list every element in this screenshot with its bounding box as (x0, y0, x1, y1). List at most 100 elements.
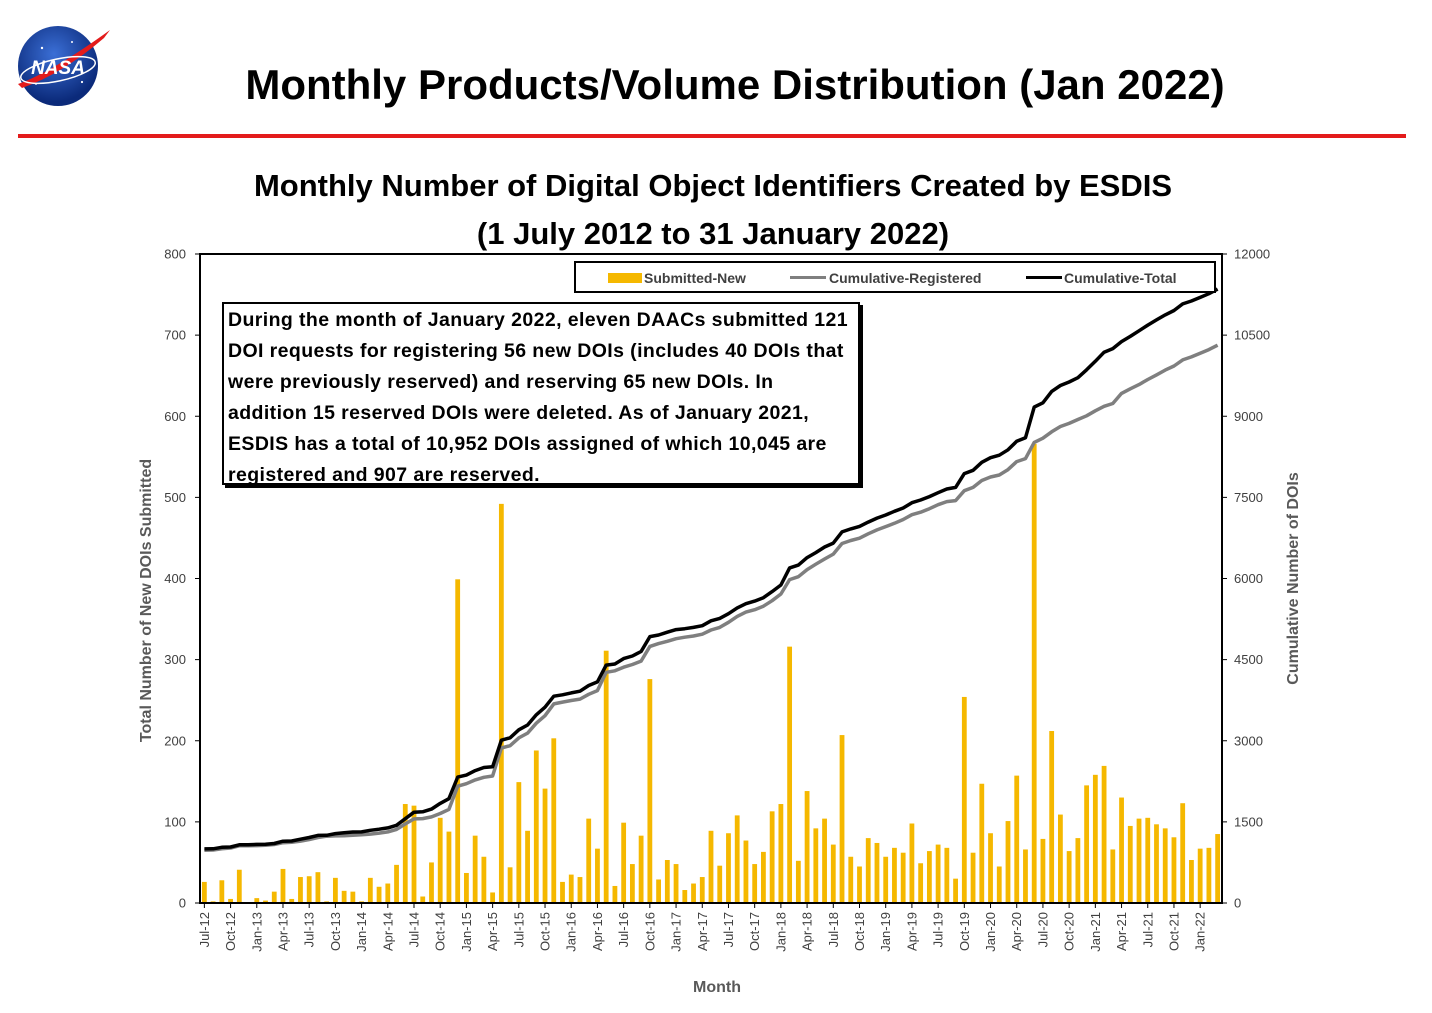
bar-submitted-new (402, 804, 408, 903)
x-tick-label: Apr-14 (380, 912, 395, 951)
bar-submitted-new (621, 822, 627, 903)
bar-submitted-new (926, 851, 932, 903)
bar-submitted-new (629, 864, 635, 903)
bar-submitted-new (586, 818, 592, 903)
y2-tick-label: 1500 (1234, 814, 1263, 829)
y-tick-label: 600 (164, 409, 186, 424)
bar-submitted-new (970, 852, 976, 903)
bar-submitted-new (734, 815, 740, 903)
cumulative-registered-line (204, 343, 1219, 852)
bar-submitted-new (1119, 797, 1124, 903)
y2-axis-label: Cumulative Number of DOIs (1285, 472, 1302, 685)
legend-swatch-submitted (608, 273, 642, 283)
bar-submitted-new (979, 783, 985, 903)
y-tick-label: 0 (179, 896, 186, 911)
nasa-logo: NASA (18, 26, 110, 106)
x-tick-label: Jan-14 (354, 912, 369, 952)
x-tick-label: Jul-18 (826, 912, 841, 947)
bar-submitted-new (691, 883, 696, 903)
x-tick-label: Jan-21 (1088, 912, 1103, 952)
chart-subtitle: (1 July 2012 to 31 January 2022) (476, 216, 950, 251)
bar-submitted-new (472, 835, 478, 903)
bar-submitted-new (1057, 814, 1063, 903)
y2-tick-label: 0 (1234, 896, 1241, 911)
x-tick-label: Jan-19 (878, 912, 893, 952)
title-divider (18, 134, 1406, 138)
bar-submitted-new (988, 833, 993, 903)
x-tick-label: Jan-15 (459, 912, 474, 952)
bar-submitted-new (560, 881, 565, 903)
bar-submitted-new (1040, 838, 1046, 903)
bar-submitted-new (236, 869, 242, 903)
bar-submitted-new (219, 880, 225, 903)
bar-submitted-new (1162, 828, 1168, 903)
x-tick-label: Oct-15 (538, 912, 553, 951)
bar-submitted-new (306, 876, 312, 903)
bar-submitted-new (367, 877, 373, 903)
chart-legend: Submitted-New Cumulative-Registered Cumu… (574, 261, 1216, 293)
bar-submitted-new (429, 862, 434, 903)
bar-submitted-new (638, 835, 644, 903)
bar-submitted-new (1197, 848, 1203, 903)
x-tick-label: Apr-15 (485, 912, 500, 951)
slide-title: Monthly Products/Volume Distribution (Ja… (245, 61, 1225, 108)
bar-submitted-new (516, 782, 522, 903)
x-tick-label: Apr-18 (800, 912, 815, 951)
bar-submitted-new (289, 898, 295, 903)
bar-submitted-new (1023, 849, 1028, 903)
bar-submitted-new (664, 860, 670, 903)
y2-tick-label: 10500 (1234, 328, 1270, 343)
x-tick-label: Oct-17 (747, 912, 762, 951)
bar-submitted-new (612, 885, 618, 903)
bar-submitted-new (1084, 785, 1090, 903)
bar-submitted-new (761, 851, 766, 903)
bar-submitted-new (341, 890, 347, 903)
bar-submitted-new (857, 866, 862, 903)
y2-tick-label: 3000 (1234, 733, 1263, 748)
x-tick-label: Oct-13 (328, 912, 343, 951)
x-tick-label: Oct-16 (642, 912, 657, 951)
y-axis-right: 0 1500 3000 4500 6000 7500 9000 10500 12000 (1222, 247, 1270, 911)
bar-submitted-new (542, 788, 548, 903)
bar-submitted-new (944, 847, 950, 903)
bar-submitted-new (682, 890, 688, 903)
bar-submitted-new (263, 900, 268, 903)
bar-submitted-new (455, 579, 461, 903)
bar-submitted-new (900, 852, 906, 903)
y-tick-label: 100 (164, 814, 186, 829)
bar-submitted-new (961, 696, 967, 903)
bar-submitted-new (795, 860, 801, 903)
bar-submitted-new (996, 866, 1002, 903)
bar-submitted-new (813, 828, 819, 903)
y-tick-label: 400 (164, 571, 186, 586)
x-axis-label: Month (693, 979, 741, 996)
y-axis-left: 0 100 200 300 400 500 600 700 800 (164, 247, 200, 911)
bar-submitted-new (830, 844, 836, 903)
legend-cumulative-total: Cumulative-Total (1064, 270, 1177, 286)
bar-submitted-new (1215, 834, 1221, 903)
bar-submitted-new (848, 856, 854, 903)
x-tick-label: Apr-20 (1009, 912, 1024, 951)
chart-title: Monthly Number of Digital Object Identif… (253, 168, 1173, 203)
bar-submitted-new (271, 891, 277, 903)
bar-submitted-new (1031, 443, 1037, 903)
bar-submitted-new (1171, 837, 1177, 903)
bar-submitted-new (1180, 803, 1186, 903)
bar-submitted-new (787, 646, 793, 903)
bar-submitted-new (935, 844, 941, 903)
bar-submitted-new (533, 750, 539, 903)
bar-submitted-new (647, 679, 653, 903)
x-tick-label: Jul-16 (616, 912, 631, 947)
bar-submitted-new (446, 831, 452, 903)
y-tick-label: 500 (164, 490, 186, 505)
x-tick-label: Jul-17 (721, 912, 736, 947)
bar-submitted-new (804, 791, 810, 903)
bar-submitted-new (865, 838, 871, 903)
x-tick-label: Jul-20 (1035, 912, 1050, 947)
y2-tick-label: 4500 (1234, 652, 1263, 667)
bar-submitted-new (1145, 817, 1151, 903)
y2-tick-label: 7500 (1234, 490, 1263, 505)
bar-submitted-new (1127, 825, 1133, 903)
x-tick-label: Apr-17 (695, 912, 710, 951)
